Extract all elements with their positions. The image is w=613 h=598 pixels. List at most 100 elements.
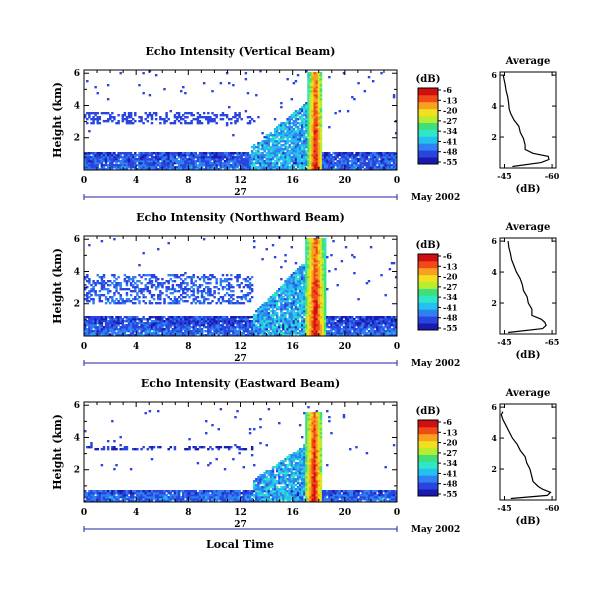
colorbar-frame [417,253,439,331]
colorbar-tick-label: -48 [443,479,458,489]
colorbar-unit: (dB) [416,74,441,85]
colorbar-swatch [418,94,438,103]
average-x-label: (dB) [516,184,541,195]
colorbar-frame [417,87,439,165]
average-x-tick-label: -45 [497,171,511,181]
y-tick-label: 4 [74,433,80,443]
average-profile-line [507,241,547,334]
colorbar-swatch [418,323,438,331]
average-frame [499,403,557,501]
colorbar: -6-13-20-27-34-41-48-55 [417,85,458,167]
average-y-tick-label: 6 [491,402,497,412]
colorbar-swatch [418,88,438,96]
x-tick-label: 16 [286,342,299,352]
y-tick-label: 2 [74,300,80,310]
average-y-tick-label: 4 [491,101,497,111]
date-label: May 2002 [411,359,460,369]
x-tick-label: 20 [339,342,352,352]
colorbar-swatch [418,482,438,490]
colorbar-swatch [418,440,438,449]
x-tick-label: 4 [133,176,139,186]
x-tick-label: 0 [81,342,87,352]
colorbar-swatch [418,433,438,442]
date-label: May 2002 [411,193,460,203]
x-tick-label: 4 [133,342,139,352]
average-frame [499,237,557,335]
average-title: Average [505,388,551,399]
y-axis-label: Height (km) [51,82,64,158]
colorbar-swatch [418,468,438,476]
colorbar-tick-label: -34 [443,458,458,468]
colorbar-swatch [418,108,438,117]
average-x-tick-label: -45 [497,337,511,347]
colorbar-swatch [418,426,438,435]
average-title: Average [505,222,551,233]
day-label: 27 [234,188,247,198]
x-tick-label: 20 [339,176,352,186]
average-y-tick-label: 2 [491,298,497,308]
colorbar-tick-label: -6 [443,251,452,261]
colorbar-swatch [418,274,438,283]
colorbar-tick-label: -27 [443,282,457,292]
colorbar-swatch [418,281,438,289]
colorbar-tick-label: -34 [443,126,458,136]
colorbar-tick-label: -6 [443,85,452,95]
colorbar-swatch [418,420,438,428]
average-y-tick-label: 2 [491,464,497,474]
colorbar-tick-label: -27 [443,448,457,458]
colorbar-swatch [418,475,438,483]
y-tick-label: 6 [74,69,80,79]
panel-0: Echo Intensity (Vertical Beam) 0 4 8 12 16 20 0… [51,45,560,203]
colorbar-tick-label: -6 [443,417,452,427]
x-tick-label: 12 [234,508,247,518]
x-tick-label: 16 [286,508,299,518]
colorbar-tick-label: -34 [443,292,458,302]
colorbar: -6-13-20-27-34-41-48-55 [417,251,458,333]
colorbar-tick-label: -13 [443,261,458,271]
average-x-label: (dB) [516,516,541,527]
average-x-label: (dB) [516,350,541,361]
colorbar-tick-label: -13 [443,95,458,105]
y-tick-label: 2 [74,134,80,144]
average-x-tick-label: -60 [545,171,560,181]
average-x-tick-label: -65 [545,337,559,347]
x-tick-label: 8 [185,342,191,352]
colorbar-tick-label: -55 [443,489,457,499]
x-tick-label: 12 [234,342,247,352]
colorbar-unit: (dB) [416,240,441,251]
colorbar-tick-label: -27 [443,116,457,126]
colorbar-tick-label: -20 [443,438,458,448]
x-tick-label: 0 [394,176,400,186]
colorbar-swatch [418,122,438,130]
y-tick-label: 4 [74,267,80,277]
colorbar-swatch [418,267,438,276]
x-tick-label: 0 [394,342,400,352]
average-title: Average [505,56,551,67]
heatmap-cells [84,70,398,171]
y-tick-label: 6 [74,401,80,411]
average-y-tick-label: 4 [491,267,497,277]
average-y-tick-label: 6 [491,70,497,80]
y-axis-label: Height (km) [51,248,64,324]
colorbar-tick-label: -41 [443,136,457,146]
x-axis-label: Local Time [206,538,274,551]
colorbar-swatch [418,454,438,462]
panel-title: Echo Intensity (Northward Beam) [136,211,345,224]
colorbar-tick-label: -55 [443,323,457,333]
colorbar-swatch [418,295,438,303]
x-tick-label: 20 [339,508,352,518]
colorbar-swatch [418,302,438,310]
y-tick-label: 2 [74,466,80,476]
y-tick-label: 4 [74,101,80,111]
colorbar-tick-label: -41 [443,468,457,478]
y-tick-label: 6 [74,235,80,245]
colorbar-tick-label: -55 [443,157,457,167]
x-tick-label: 0 [81,176,87,186]
heatmap-cells [84,236,398,337]
colorbar-swatch [418,115,438,123]
y-axis-label: Height (km) [51,414,64,490]
colorbar-swatch [418,260,438,269]
colorbar-swatch [418,143,438,151]
colorbar-tick-label: -41 [443,302,457,312]
average-frame [499,71,557,169]
